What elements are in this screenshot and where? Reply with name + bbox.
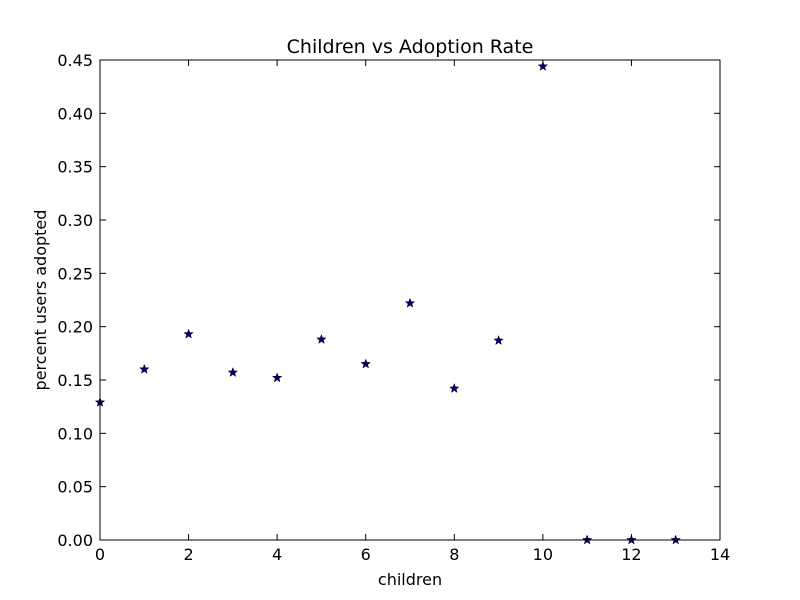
data-points — [94, 60, 681, 545]
plot-frame — [99, 59, 721, 541]
data-point-star — [404, 297, 416, 308]
x-tick-label: 14 — [710, 545, 730, 564]
x-tick-label: 2 — [183, 545, 193, 564]
data-point-star — [271, 372, 283, 383]
y-tick-label: 0.15 — [57, 371, 93, 390]
y-tick-label: 0.10 — [57, 424, 93, 443]
x-tick-label: 10 — [533, 545, 553, 564]
data-point-star — [493, 335, 504, 346]
y-tick-label: 0.45 — [57, 51, 93, 70]
y-tick-label: 0.00 — [57, 531, 93, 550]
data-point-star — [227, 367, 239, 378]
data-point-star — [183, 328, 194, 339]
data-point-star — [537, 60, 549, 71]
x-tick-label: 0 — [95, 545, 105, 564]
x-tick-label: 4 — [272, 545, 282, 564]
x-tick-label: 6 — [361, 545, 371, 564]
data-point-star — [449, 383, 460, 394]
axis-ticks: 0 2 4 6 8 10 12 14 0.00 0.05 0.10 0.15 0.20 0.25 0.30 0… — [57, 51, 730, 564]
y-tick-label: 0.25 — [57, 264, 93, 283]
chart-title: Children vs Adoption Rate — [287, 36, 534, 58]
x-axis-label: children — [378, 570, 442, 589]
x-tick-label: 8 — [449, 545, 459, 564]
x-tick-label: 12 — [621, 545, 641, 564]
y-axis-label: percent users adopted — [31, 210, 50, 391]
y-tick-label: 0.05 — [57, 478, 93, 497]
data-point-star — [139, 363, 150, 374]
y-tick-label: 0.35 — [57, 158, 93, 177]
y-tick-label: 0.20 — [57, 318, 93, 337]
y-tick-label: 0.40 — [57, 104, 93, 123]
y-tick-label: 0.30 — [57, 211, 93, 230]
data-point-star — [360, 358, 371, 369]
data-point-star — [316, 333, 327, 344]
